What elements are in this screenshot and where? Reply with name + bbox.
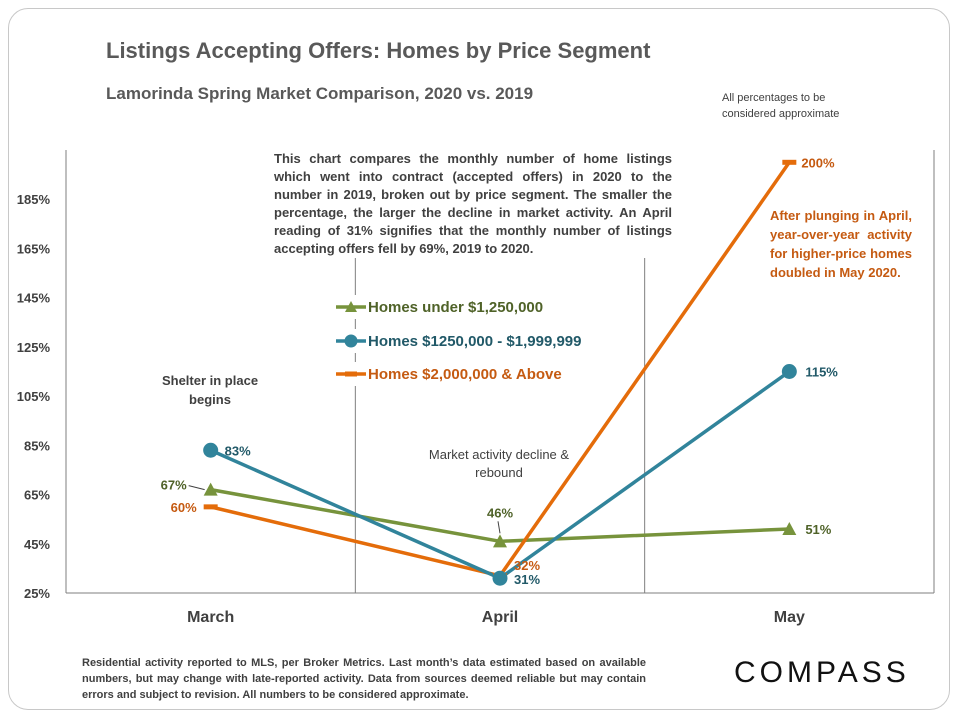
legend-marker <box>344 334 358 348</box>
y-tick-label: 105% <box>17 389 51 404</box>
data-point-marker <box>492 570 508 586</box>
x-tick-label: March <box>187 609 234 626</box>
annotation-shelter-in-place: Shelter in place begins <box>161 373 259 407</box>
data-label: 46% <box>487 505 513 520</box>
chart-description: This chart compares the monthly number o… <box>274 150 672 258</box>
label-leader-line <box>188 485 205 491</box>
data-label: 31% <box>514 572 540 587</box>
data-point-marker <box>493 534 507 548</box>
y-tick-label: 85% <box>24 438 50 453</box>
y-tick-label: 125% <box>17 340 51 355</box>
data-point-marker <box>203 442 219 458</box>
chart-legend: Homes under $1,250,000 Homes $1250,000 - … <box>330 295 582 386</box>
data-point-marker <box>781 364 797 379</box>
y-tick-label: 25% <box>24 586 50 601</box>
label-leader-line <box>497 521 501 534</box>
data-labels: 67% 46% 51% 83% 31% 115% 60% 32% 200% <box>161 155 839 587</box>
y-tick-label: 45% <box>24 537 50 552</box>
data-label: 67% <box>161 478 187 493</box>
data-label: 115% <box>805 365 838 380</box>
legend-background <box>330 295 572 319</box>
slide-frame <box>8 8 950 710</box>
legend-background <box>330 362 572 386</box>
annotation-high-price: After plunging in April, year-over-year … <box>770 208 912 280</box>
legend-marker <box>345 301 357 312</box>
compass-logo: COMPASS <box>734 656 910 689</box>
annotation-market-activity: Market activity decline & rebound <box>428 447 570 480</box>
y-tick-label: 185% <box>17 192 51 207</box>
y-axis-ticks: 25% 45% 65% 85% 105% 125% 145% 165% 185% <box>17 192 51 601</box>
series-markers <box>203 159 797 586</box>
x-tick-label: May <box>774 609 805 626</box>
x-axis-ticks: March April May <box>187 609 805 626</box>
data-point-marker <box>203 482 218 496</box>
chart-title: Listings Accepting Offers: Homes by Pric… <box>106 38 651 63</box>
legend-label: Homes $2,000,000 & Above <box>368 366 562 383</box>
y-tick-label: 145% <box>17 291 51 306</box>
chart-subtitle: Lamorinda Spring Market Comparison, 2020… <box>106 84 534 103</box>
data-label: 60% <box>171 500 197 515</box>
legend-label: Homes $1250,000 - $1,999,999 <box>368 333 582 350</box>
approximation-note: All percentages to be considered approxi… <box>722 92 840 120</box>
data-point-marker <box>782 522 797 536</box>
data-label: 200% <box>801 155 835 170</box>
x-tick-label: April <box>482 609 518 626</box>
y-tick-label: 165% <box>17 241 51 256</box>
legend-label: Homes under $1,250,000 <box>368 299 543 316</box>
data-label: 83% <box>225 443 251 458</box>
y-tick-label: 65% <box>24 488 50 503</box>
legend-background <box>330 329 572 353</box>
data-label: 32% <box>514 558 540 573</box>
footer-disclaimer: Residential activity reported to MLS, pe… <box>82 657 646 701</box>
data-label: 51% <box>805 522 831 537</box>
